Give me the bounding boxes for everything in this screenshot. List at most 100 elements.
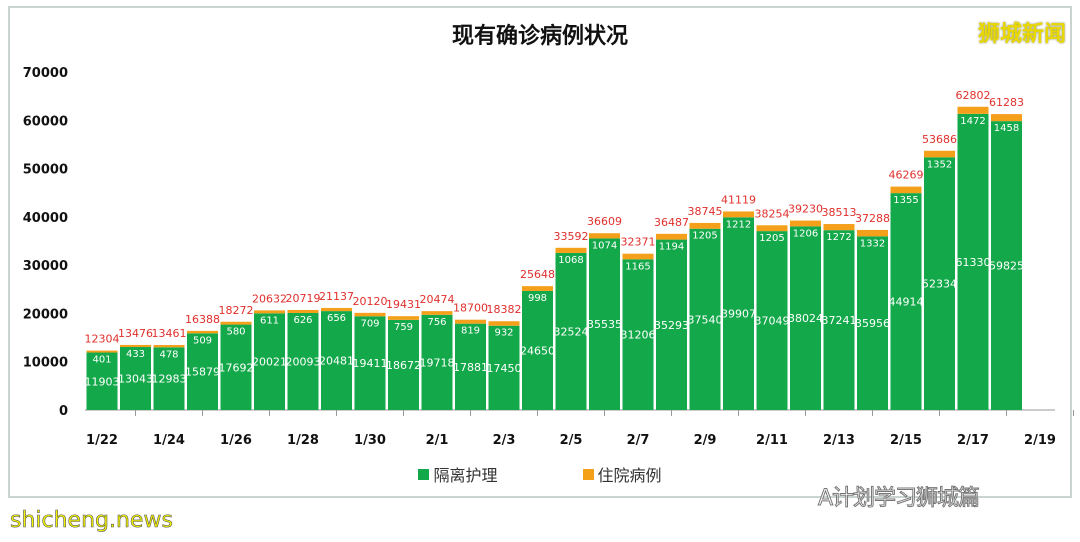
label-hospital: 1205: [759, 233, 784, 244]
label-total: 36609: [587, 215, 622, 228]
bar-isolation: [689, 228, 721, 410]
bar-isolation: [421, 314, 453, 410]
bar-isolation: [555, 252, 587, 410]
label-total: 62802: [956, 89, 991, 102]
label-hospital: 478: [159, 349, 178, 360]
x-tick-label: 1/24: [153, 433, 185, 448]
label-isolation: 35293: [654, 319, 689, 332]
x-tick-label: 2/19: [1024, 433, 1056, 448]
legend-item-isolation: 隔离护理: [418, 462, 497, 486]
bar-hospital: [522, 286, 553, 291]
brand-logo: 狮城新闻: [977, 22, 1066, 47]
legend-label: 隔离护理: [433, 466, 498, 485]
label-isolation: 17450: [487, 362, 522, 375]
bar-hospital: [589, 233, 620, 239]
label-total: 18272: [219, 304, 254, 317]
x-tick-label: 2/17: [957, 433, 989, 448]
label-total: 20632: [252, 292, 287, 305]
label-total: 38745: [688, 205, 723, 218]
label-isolation: 12983: [152, 373, 187, 386]
label-isolation: 31206: [621, 329, 656, 342]
bar-hospital: [790, 220, 821, 227]
bar-hospital: [354, 312, 386, 317]
bar-hospital: [957, 106, 989, 114]
label-total: 18382: [487, 303, 522, 316]
label-total: 61283: [989, 96, 1024, 109]
label-hospital: 656: [327, 313, 346, 324]
bar-hospital: [421, 311, 453, 315]
label-total: 20120: [353, 295, 388, 308]
label-isolation: 11903: [85, 375, 120, 388]
label-hospital: 1165: [625, 261, 650, 272]
label-total: 53686: [922, 133, 957, 146]
bar-isolation: [455, 323, 486, 410]
bar-hospital: [689, 222, 721, 229]
label-hospital: 759: [394, 322, 413, 333]
label-isolation: 13043: [118, 373, 153, 386]
legend-item-hospital: 住院病例: [582, 462, 662, 486]
bar-isolation: [723, 217, 754, 410]
chart-title: 现有确诊病例状况: [451, 24, 628, 49]
label-hospital: 626: [293, 315, 312, 326]
label-hospital: 509: [193, 335, 212, 346]
legend-swatch-isolation: [418, 468, 430, 480]
label-isolation: 37049: [755, 315, 790, 328]
label-isolation: 18672: [386, 359, 421, 372]
bar-isolation: [153, 347, 185, 410]
label-isolation: 19411: [353, 357, 388, 370]
label-total: 36487: [654, 216, 689, 229]
bar-hospital: [622, 253, 654, 260]
label-hospital: 756: [427, 317, 446, 328]
site-watermark: shicheng.news: [10, 508, 174, 534]
legend-swatch-hospital: [582, 468, 594, 480]
x-tick-label: 2/3: [493, 433, 516, 448]
y-tick-label: 10000: [23, 356, 68, 371]
bar-hospital: [924, 150, 955, 158]
label-hospital: 709: [360, 318, 379, 329]
label-hospital: 433: [126, 349, 145, 360]
label-isolation: 24650: [520, 344, 555, 357]
label-isolation: 37540: [688, 313, 723, 326]
label-hospital: 998: [528, 293, 547, 304]
bar-isolation: [86, 352, 118, 410]
label-hospital: 1068: [558, 255, 583, 266]
legend-label: 住院病例: [597, 466, 662, 485]
bar-isolation: [991, 121, 1022, 411]
label-isolation: 59825: [989, 260, 1024, 273]
bar-hospital: [890, 186, 922, 194]
label-hospital: 1472: [960, 116, 985, 127]
bar-isolation: [488, 325, 520, 410]
bar-isolation: [287, 312, 319, 410]
label-hospital: 932: [494, 328, 513, 339]
x-tick-label: 2/15: [890, 433, 922, 448]
label-isolation: 35956: [855, 317, 890, 330]
x-tick-label: 2/9: [694, 433, 717, 448]
bar-hospital: [254, 310, 285, 314]
label-hospital: 580: [226, 327, 245, 338]
label-hospital: 1355: [893, 195, 918, 206]
x-tick-label: 2/11: [756, 433, 788, 448]
y-tick-label: 50000: [23, 163, 68, 178]
bar-hospital: [656, 233, 687, 240]
bar-hospital: [287, 309, 319, 313]
bar-hospital: [555, 247, 587, 253]
bar-hospital: [86, 350, 118, 353]
label-total: 39230: [788, 203, 823, 216]
label-hospital: 1272: [826, 232, 851, 243]
bar-isolation: [354, 316, 386, 410]
bar-isolation: [388, 319, 419, 410]
x-tick-label: 2/13: [823, 433, 855, 448]
bar-isolation: [622, 259, 654, 410]
label-hospital: 1205: [692, 231, 717, 242]
label-total: 38254: [755, 207, 790, 220]
label-isolation: 38024: [788, 312, 823, 325]
bar-hospital: [321, 307, 352, 312]
bar-hospital: [823, 224, 855, 231]
bar-hospital: [991, 114, 1022, 122]
bar-isolation: [756, 231, 788, 410]
label-hospital: 1332: [860, 238, 885, 249]
label-total: 33592: [554, 230, 589, 243]
x-tick-label: 1/30: [354, 433, 386, 448]
label-isolation: 32524: [554, 325, 589, 338]
x-tick-label: 2/1: [426, 433, 449, 448]
